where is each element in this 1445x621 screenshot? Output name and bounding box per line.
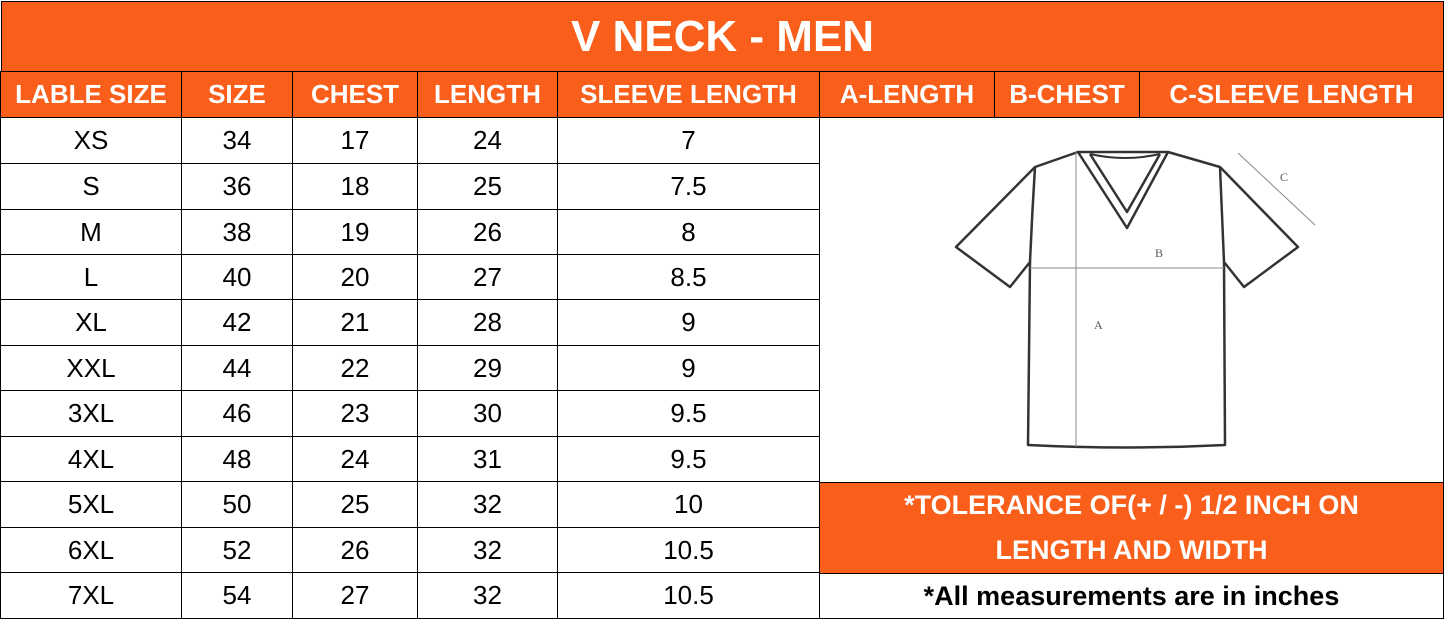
header-lable-size: LABLE SIZE xyxy=(0,71,182,118)
cell-size: 48 xyxy=(181,436,293,482)
header-c-sleeve-length: C-SLEEVE LENGTH xyxy=(1139,71,1444,118)
label-b: B xyxy=(1155,246,1163,260)
header-a-length: A-LENGTH xyxy=(819,71,995,118)
cell-lable-size: 3XL xyxy=(0,390,182,437)
cell-lable-size: XS xyxy=(0,117,182,164)
label-c: C xyxy=(1280,170,1288,184)
c-sleeve-line xyxy=(1237,152,1316,226)
cell-sleeve-length: 7.5 xyxy=(557,163,820,210)
cell-length: 25 xyxy=(417,163,558,210)
header-sleeve-length: SLEEVE LENGTH xyxy=(557,71,820,118)
cell-length: 26 xyxy=(417,209,558,255)
cell-sleeve-length: 10 xyxy=(557,481,820,528)
cell-length: 28 xyxy=(417,299,558,346)
cell-chest: 26 xyxy=(292,527,418,573)
cell-length: 30 xyxy=(417,390,558,437)
cell-lable-size: XL xyxy=(0,299,182,346)
cell-lable-size: 6XL xyxy=(0,527,182,573)
tolerance-line-1: *TOLERANCE OF(+ / -) 1/2 INCH ON xyxy=(904,490,1359,520)
cell-length: 31 xyxy=(417,436,558,482)
cell-length: 29 xyxy=(417,345,558,391)
tshirt-outline xyxy=(954,150,1300,449)
header-b-chest: B-CHEST xyxy=(994,71,1140,118)
cell-length: 24 xyxy=(417,117,558,164)
cell-lable-size: 4XL xyxy=(0,436,182,482)
cell-chest: 19 xyxy=(292,209,418,255)
header-length: LENGTH xyxy=(417,71,558,118)
cell-sleeve-length: 9.5 xyxy=(557,436,820,482)
cell-lable-size: S xyxy=(0,163,182,210)
cell-size: 38 xyxy=(181,209,293,255)
cell-chest: 23 xyxy=(292,390,418,437)
cell-sleeve-length: 10.5 xyxy=(557,572,820,619)
cell-size: 36 xyxy=(181,163,293,210)
cell-chest: 22 xyxy=(292,345,418,391)
cell-sleeve-length: 7 xyxy=(557,117,820,164)
cell-size: 50 xyxy=(181,481,293,528)
tshirt-collar xyxy=(1076,151,1170,230)
cell-sleeve-length: 8 xyxy=(557,209,820,255)
cell-size: 52 xyxy=(181,527,293,573)
header-size: SIZE xyxy=(181,71,293,118)
cell-size: 40 xyxy=(181,254,293,300)
cell-chest: 27 xyxy=(292,572,418,619)
cell-length: 32 xyxy=(417,572,558,619)
header-chest: CHEST xyxy=(292,71,418,118)
tshirt-sleeve-seams xyxy=(1028,166,1226,263)
tshirt-diagram: A B C xyxy=(954,150,1316,449)
chart-title: V NECK - MEN xyxy=(1,1,1444,72)
cell-lable-size: L xyxy=(0,254,182,300)
cell-lable-size: 5XL xyxy=(0,481,182,528)
cell-chest: 21 xyxy=(292,299,418,346)
cell-lable-size: XXL xyxy=(0,345,182,391)
cell-chest: 20 xyxy=(292,254,418,300)
cell-sleeve-length: 9.5 xyxy=(557,390,820,437)
units-note: *All measurements are in inches xyxy=(819,573,1444,619)
cell-chest: 17 xyxy=(292,117,418,164)
cell-size: 46 xyxy=(181,390,293,437)
tolerance-note: *TOLERANCE OF(+ / -) 1/2 INCH ON LENGTH … xyxy=(819,482,1444,574)
cell-lable-size: 7XL xyxy=(0,572,182,619)
cell-size: 34 xyxy=(181,117,293,164)
cell-size: 44 xyxy=(181,345,293,391)
cell-length: 32 xyxy=(417,527,558,573)
cell-chest: 18 xyxy=(292,163,418,210)
cell-size: 42 xyxy=(181,299,293,346)
cell-sleeve-length: 9 xyxy=(557,345,820,391)
cell-chest: 24 xyxy=(292,436,418,482)
label-a: A xyxy=(1094,318,1103,332)
cell-lable-size: M xyxy=(0,209,182,255)
cell-sleeve-length: 8.5 xyxy=(557,254,820,300)
cell-length: 27 xyxy=(417,254,558,300)
cell-sleeve-length: 9 xyxy=(557,299,820,346)
cell-length: 32 xyxy=(417,481,558,528)
cell-size: 54 xyxy=(181,572,293,619)
cell-sleeve-length: 10.5 xyxy=(557,527,820,573)
cell-chest: 25 xyxy=(292,481,418,528)
tolerance-line-2: LENGTH AND WIDTH xyxy=(995,535,1268,565)
